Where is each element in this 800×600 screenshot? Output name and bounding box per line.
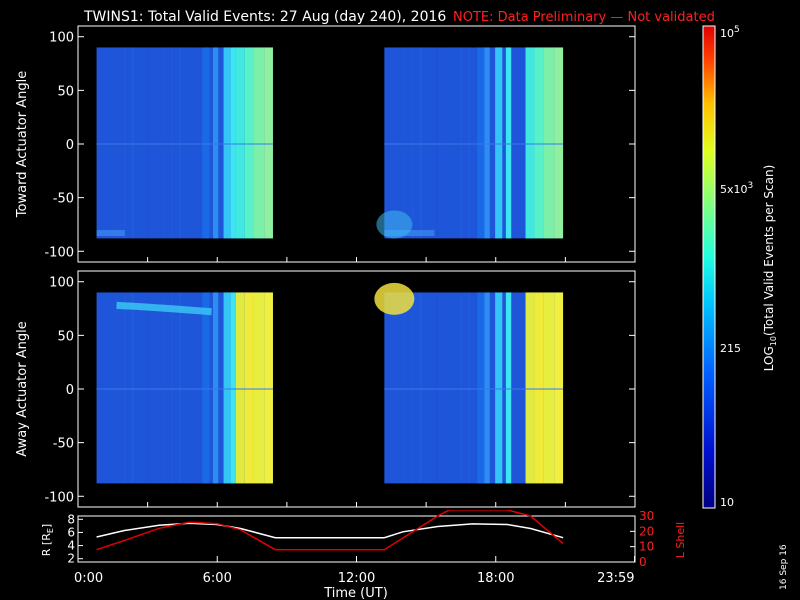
- xtick-label: 12:00: [338, 571, 375, 586]
- l-shell-ytick-label: 10: [639, 540, 654, 554]
- toward-ytick-label: 50: [57, 84, 74, 99]
- l-shell-axis-label: L Shell: [674, 522, 687, 558]
- toward-ytick-label: -100: [44, 245, 74, 260]
- away-ytick-label: -50: [53, 437, 74, 452]
- r-ytick-label: 6: [67, 525, 75, 539]
- xtick-label: 18:00: [477, 571, 514, 586]
- away-y-axis-label: Away Actuator Angle: [15, 321, 30, 456]
- colorbar-max-label: 105: [720, 25, 740, 40]
- l-shell-ytick-label: 20: [639, 524, 654, 538]
- away-data-block: [374, 282, 564, 484]
- away-data-block: [96, 292, 273, 484]
- r-ytick-label: 4: [67, 539, 75, 553]
- colorbar-min-label: 10: [720, 496, 734, 509]
- colorbar-gradient: [702, 25, 716, 509]
- colorbar-title: LOG10(Total Valid Events per Scan): [762, 165, 778, 372]
- away-ytick-label: 50: [57, 329, 74, 344]
- colorbar-mid-label: 215: [720, 342, 741, 355]
- toward-data-block: [96, 47, 273, 239]
- toward-angle-panel: 100 50 0 -50 -100 Toward Actuator Angle: [15, 25, 636, 263]
- r-distance-line: [96, 522, 564, 539]
- r-axis-label: R [RE]: [40, 524, 55, 556]
- xtick-label: 0:00: [74, 571, 103, 586]
- xtick-label: 23:59: [597, 571, 634, 586]
- away-ytick-label: 0: [66, 383, 74, 398]
- colorbar: 105 5x103 215 10 LOG10(Total Valid Event…: [702, 25, 778, 509]
- r-ytick-label: 2: [67, 552, 75, 566]
- away-angle-panel: 100 50 0 -50 -100 Away Actuator Angle: [15, 270, 636, 508]
- l-shell-ytick-label: 0: [639, 555, 647, 569]
- generation-date-stamp: 16 Sep 16: [779, 544, 789, 590]
- toward-ytick-label: 100: [49, 31, 74, 46]
- x-axis-label: Time (UT): [323, 586, 388, 600]
- away-ytick-label: -100: [44, 490, 74, 505]
- l-shell-line: [96, 510, 564, 551]
- toward-y-axis-label: Toward Actuator Angle: [15, 71, 30, 218]
- away-ytick-label: 100: [49, 276, 74, 291]
- toward-ytick-label: -50: [53, 192, 74, 207]
- preliminary-note: NOTE: Data Preliminary — Not validated: [453, 10, 715, 25]
- xtick-label: 6:00: [203, 571, 232, 586]
- r-ytick-label: 8: [67, 512, 75, 526]
- orbit-panel-frame: [77, 515, 636, 563]
- colorbar-upper-label: 5x103: [720, 181, 753, 196]
- plot-title: TWINS1: Total Valid Events: 27 Aug (day …: [83, 9, 446, 25]
- l-shell-ytick-label: 30: [639, 509, 654, 523]
- toward-data-block: [376, 47, 564, 239]
- toward-ytick-label: 0: [66, 138, 74, 153]
